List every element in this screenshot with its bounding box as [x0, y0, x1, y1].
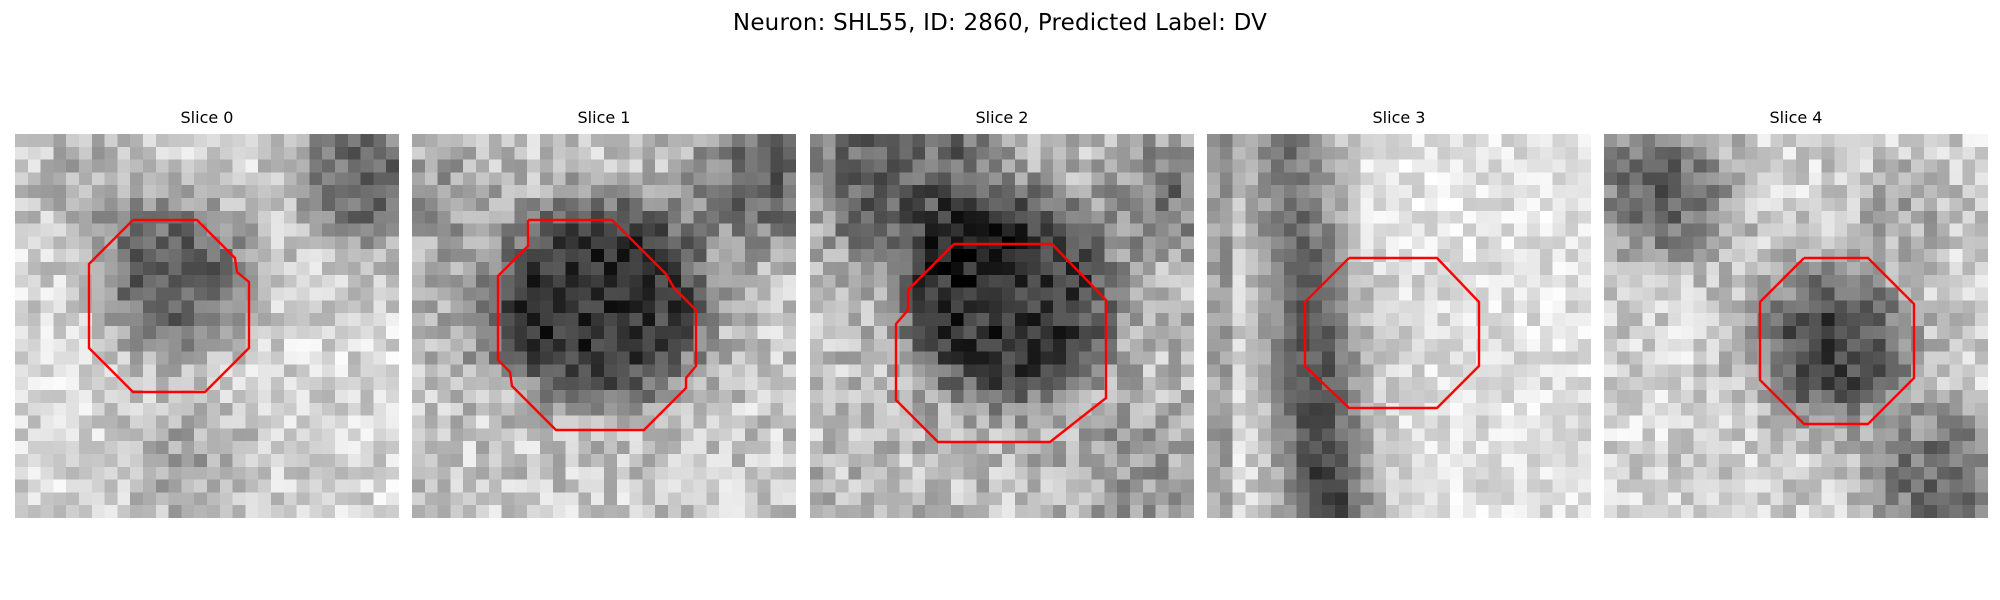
slice-image — [412, 134, 796, 518]
slice-image — [1604, 134, 1988, 518]
slice-title: Slice 1 — [577, 108, 631, 127]
slice-image — [1207, 134, 1591, 518]
slice-title: Slice 3 — [1372, 108, 1426, 127]
slice-title: Slice 4 — [1769, 108, 1823, 127]
slice-image — [810, 134, 1194, 518]
slice-image — [15, 134, 399, 518]
slice-title: Slice 0 — [180, 108, 234, 127]
figure-title: Neuron: SHL55, ID: 2860, Predicted Label… — [732, 10, 1268, 36]
slice-title: Slice 2 — [975, 108, 1029, 127]
